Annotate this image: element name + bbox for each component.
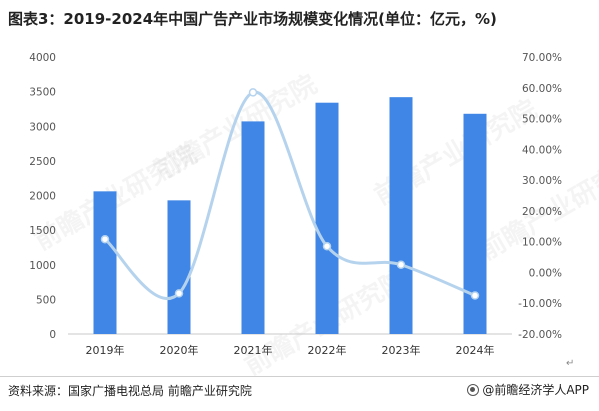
- right-tick-label: 20.00%: [522, 206, 562, 218]
- right-tick-label: 10.00%: [522, 237, 562, 249]
- right-tick-label: 0.00%: [529, 267, 562, 279]
- chart-title: 图表3：2019-2024年中国广告产业市场规模变化情况(单位：亿元，%): [8, 10, 497, 28]
- category-label: 2020年: [160, 343, 199, 357]
- bar: [463, 113, 487, 334]
- growth-point: [470, 291, 480, 300]
- watermark-text: 前瞻产业研究院: [149, 69, 322, 187]
- qianzhan-logo-icon: [467, 383, 480, 396]
- left-tick-label: 500: [36, 294, 56, 306]
- growth-point: [396, 260, 406, 269]
- left-axis-ticks: 0 500 1000 1500 2000 2500 3000 3500 4000: [29, 52, 56, 341]
- growth-points: [100, 88, 480, 300]
- footer-divider: [0, 376, 599, 377]
- left-tick-label: 3500: [29, 87, 56, 99]
- category-label: 2021年: [234, 343, 273, 357]
- right-tick-label: 30.00%: [522, 175, 562, 187]
- left-tick-label: 2500: [29, 156, 56, 168]
- category-label: 2023年: [382, 343, 421, 357]
- category-label: 2024年: [456, 343, 495, 357]
- right-tick-label: -10.00%: [518, 298, 562, 310]
- source-note: 资料来源：国家广播电视总局 前瞻产业研究院: [8, 384, 252, 398]
- category-labels: 2019年 2020年 2021年 2022年 2023年 2024年: [86, 343, 495, 357]
- growth-point: [174, 289, 184, 298]
- right-tick-label: 60.00%: [522, 83, 562, 95]
- right-axis-ticks: -20.00% -10.00% 0.00% 10.00% 20.00% 30.00% 40.…: [518, 52, 562, 341]
- bar: [389, 97, 413, 334]
- right-tick-label: -20.00%: [518, 329, 562, 341]
- bar: [241, 121, 265, 334]
- left-tick-label: 4000: [29, 52, 56, 64]
- category-label: 2022年: [308, 343, 347, 357]
- left-tick-label: 2000: [29, 191, 56, 203]
- credit-text: @前瞻经济学人APP: [482, 383, 589, 397]
- growth-point: [248, 88, 258, 97]
- bars: [93, 97, 487, 334]
- growth-line: [103, 90, 477, 300]
- category-label: 2019年: [86, 343, 125, 357]
- left-tick-label: 3000: [29, 121, 56, 133]
- left-tick-label: 1000: [29, 260, 56, 272]
- right-tick-label: 50.00%: [522, 114, 562, 126]
- bar: [167, 200, 191, 334]
- left-tick-label: 0: [49, 329, 56, 341]
- growth-point: [322, 242, 332, 251]
- credit: @前瞻经济学人APP: [467, 381, 589, 398]
- bar: [315, 102, 339, 334]
- right-tick-label: 70.00%: [522, 52, 562, 64]
- right-tick-label: 40.00%: [522, 144, 562, 156]
- return-mark: ↵: [566, 358, 575, 369]
- growth-point: [100, 234, 110, 244]
- left-tick-label: 1500: [29, 225, 56, 237]
- bar: [93, 191, 117, 334]
